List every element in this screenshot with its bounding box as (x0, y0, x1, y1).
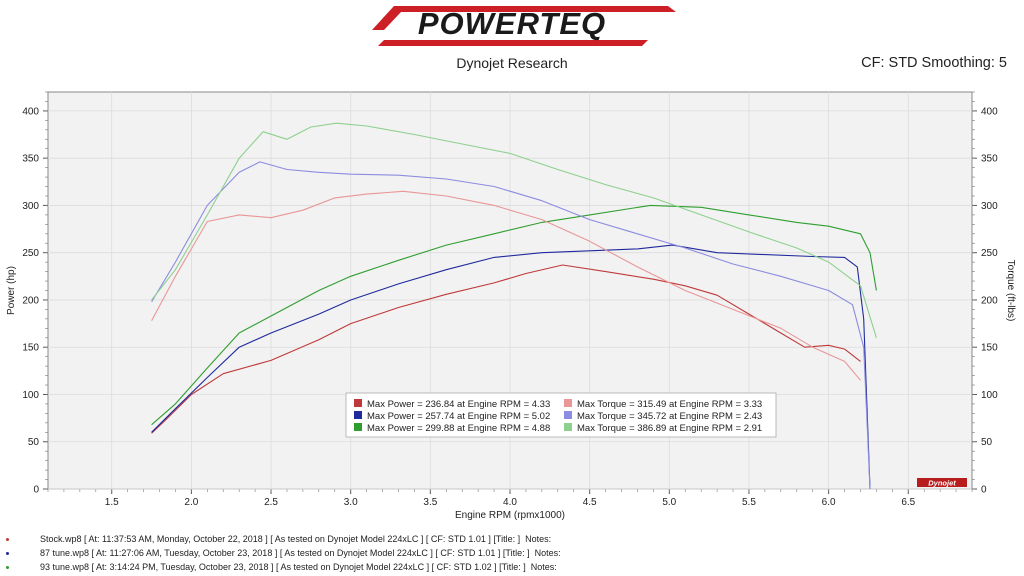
correction-factor-info: CF: STD Smoothing: 5 (861, 55, 1007, 71)
logo-wordmark: POWERTEQ (418, 6, 606, 41)
run-color-dot (6, 538, 9, 541)
y2-tick-label: 150 (981, 343, 998, 354)
y2-tick-label: 200 (981, 295, 998, 306)
legend-entry: Max Power = 236.84 at Engine RPM = 4.33 (367, 399, 550, 410)
x-tick-label: 4.0 (503, 497, 517, 508)
legend-entry: Max Torque = 345.72 at Engine RPM = 2.43 (577, 411, 762, 422)
chart-subtitle: Dynojet Research (456, 55, 568, 71)
run-info-line: 93 tune.wp8 [ At: 3:14:24 PM, Tuesday, O… (40, 562, 557, 572)
y-tick-label: 150 (22, 343, 39, 354)
y2-tick-label: 50 (981, 437, 993, 448)
x-tick-label: 3.5 (423, 497, 437, 508)
y2-tick-label: 400 (981, 106, 998, 117)
y-axis-label: Power (hp) (6, 266, 17, 315)
x-tick-label: 6.5 (901, 497, 915, 508)
legend-swatch-tune93_torque (564, 423, 572, 431)
y2-axis-label: Torque (ft-lbs) (1005, 260, 1016, 322)
x-tick-label: 1.5 (105, 497, 119, 508)
legend-swatch-stock_torque (564, 399, 572, 407)
y2-tick-label: 300 (981, 201, 998, 212)
series-line-tune93_torque (151, 122, 877, 338)
legend-entry: Max Torque = 315.49 at Engine RPM = 3.33 (577, 399, 762, 410)
series-line-stock_torque (151, 190, 861, 381)
legend-entry: Max Power = 299.88 at Engine RPM = 4.88 (367, 423, 550, 434)
y-tick-label: 200 (22, 295, 39, 306)
y-tick-label: 250 (22, 248, 39, 259)
x-axis-label: Engine RPM (rpmx1000) (455, 510, 565, 521)
brand-badge (917, 478, 967, 487)
x-tick-label: 5.5 (742, 497, 756, 508)
series-line-tune93 (151, 204, 877, 426)
series-line-stock (151, 264, 861, 434)
run-color-dot (6, 566, 9, 569)
brand-mark-text: Dynojet (928, 479, 956, 488)
y-tick-label: 300 (22, 201, 39, 212)
y2-tick-label: 100 (981, 390, 998, 401)
run-info-line: Stock.wp8 [ At: 11:37:53 AM, Monday, Oct… (40, 534, 552, 544)
y2-tick-label: 350 (981, 154, 998, 165)
run-color-dot (6, 552, 9, 555)
x-tick-label: 5.0 (662, 497, 676, 508)
dyno-chart: 1.5 2.0 2.5 3.0 3.5 4.0 4.5 5.0 5.5 6.0 6.5 0 50 100 1… (6, 91, 1016, 521)
legend-box (345, 392, 777, 438)
powerteq-logo: POWERTEQ (372, 6, 676, 46)
y2-tick-label: 250 (981, 248, 998, 259)
run-info-line: 87 tune.wp8 [ At: 11:27:06 AM, Tuesday, … (40, 548, 561, 558)
series-line-tune87_torque (151, 161, 871, 490)
legend-swatch-tune87 (354, 411, 362, 419)
x-tick-label: 2.0 (184, 497, 198, 508)
x-tick-label: 2.5 (264, 497, 278, 508)
legend-entry: Max Torque = 386.89 at Engine RPM = 2.91 (577, 423, 762, 434)
x-tick-label: 3.0 (344, 497, 358, 508)
x-tick-label: 6.0 (822, 497, 836, 508)
y-tick-label: 0 (33, 485, 39, 496)
y-tick-label: 50 (28, 437, 40, 448)
series-line-tune87 (151, 244, 871, 490)
x-tick-label: 4.5 (583, 497, 597, 508)
y-tick-label: 350 (22, 154, 39, 165)
legend-swatch-tune87_torque (564, 411, 572, 419)
legend-entry: Max Power = 257.74 at Engine RPM = 5.02 (367, 411, 550, 422)
legend-swatch-tune93 (354, 423, 362, 431)
y-tick-label: 100 (22, 390, 39, 401)
y2-tick-label: 0 (981, 485, 987, 496)
y-tick-label: 400 (22, 106, 39, 117)
legend-swatch-stock (354, 399, 362, 407)
